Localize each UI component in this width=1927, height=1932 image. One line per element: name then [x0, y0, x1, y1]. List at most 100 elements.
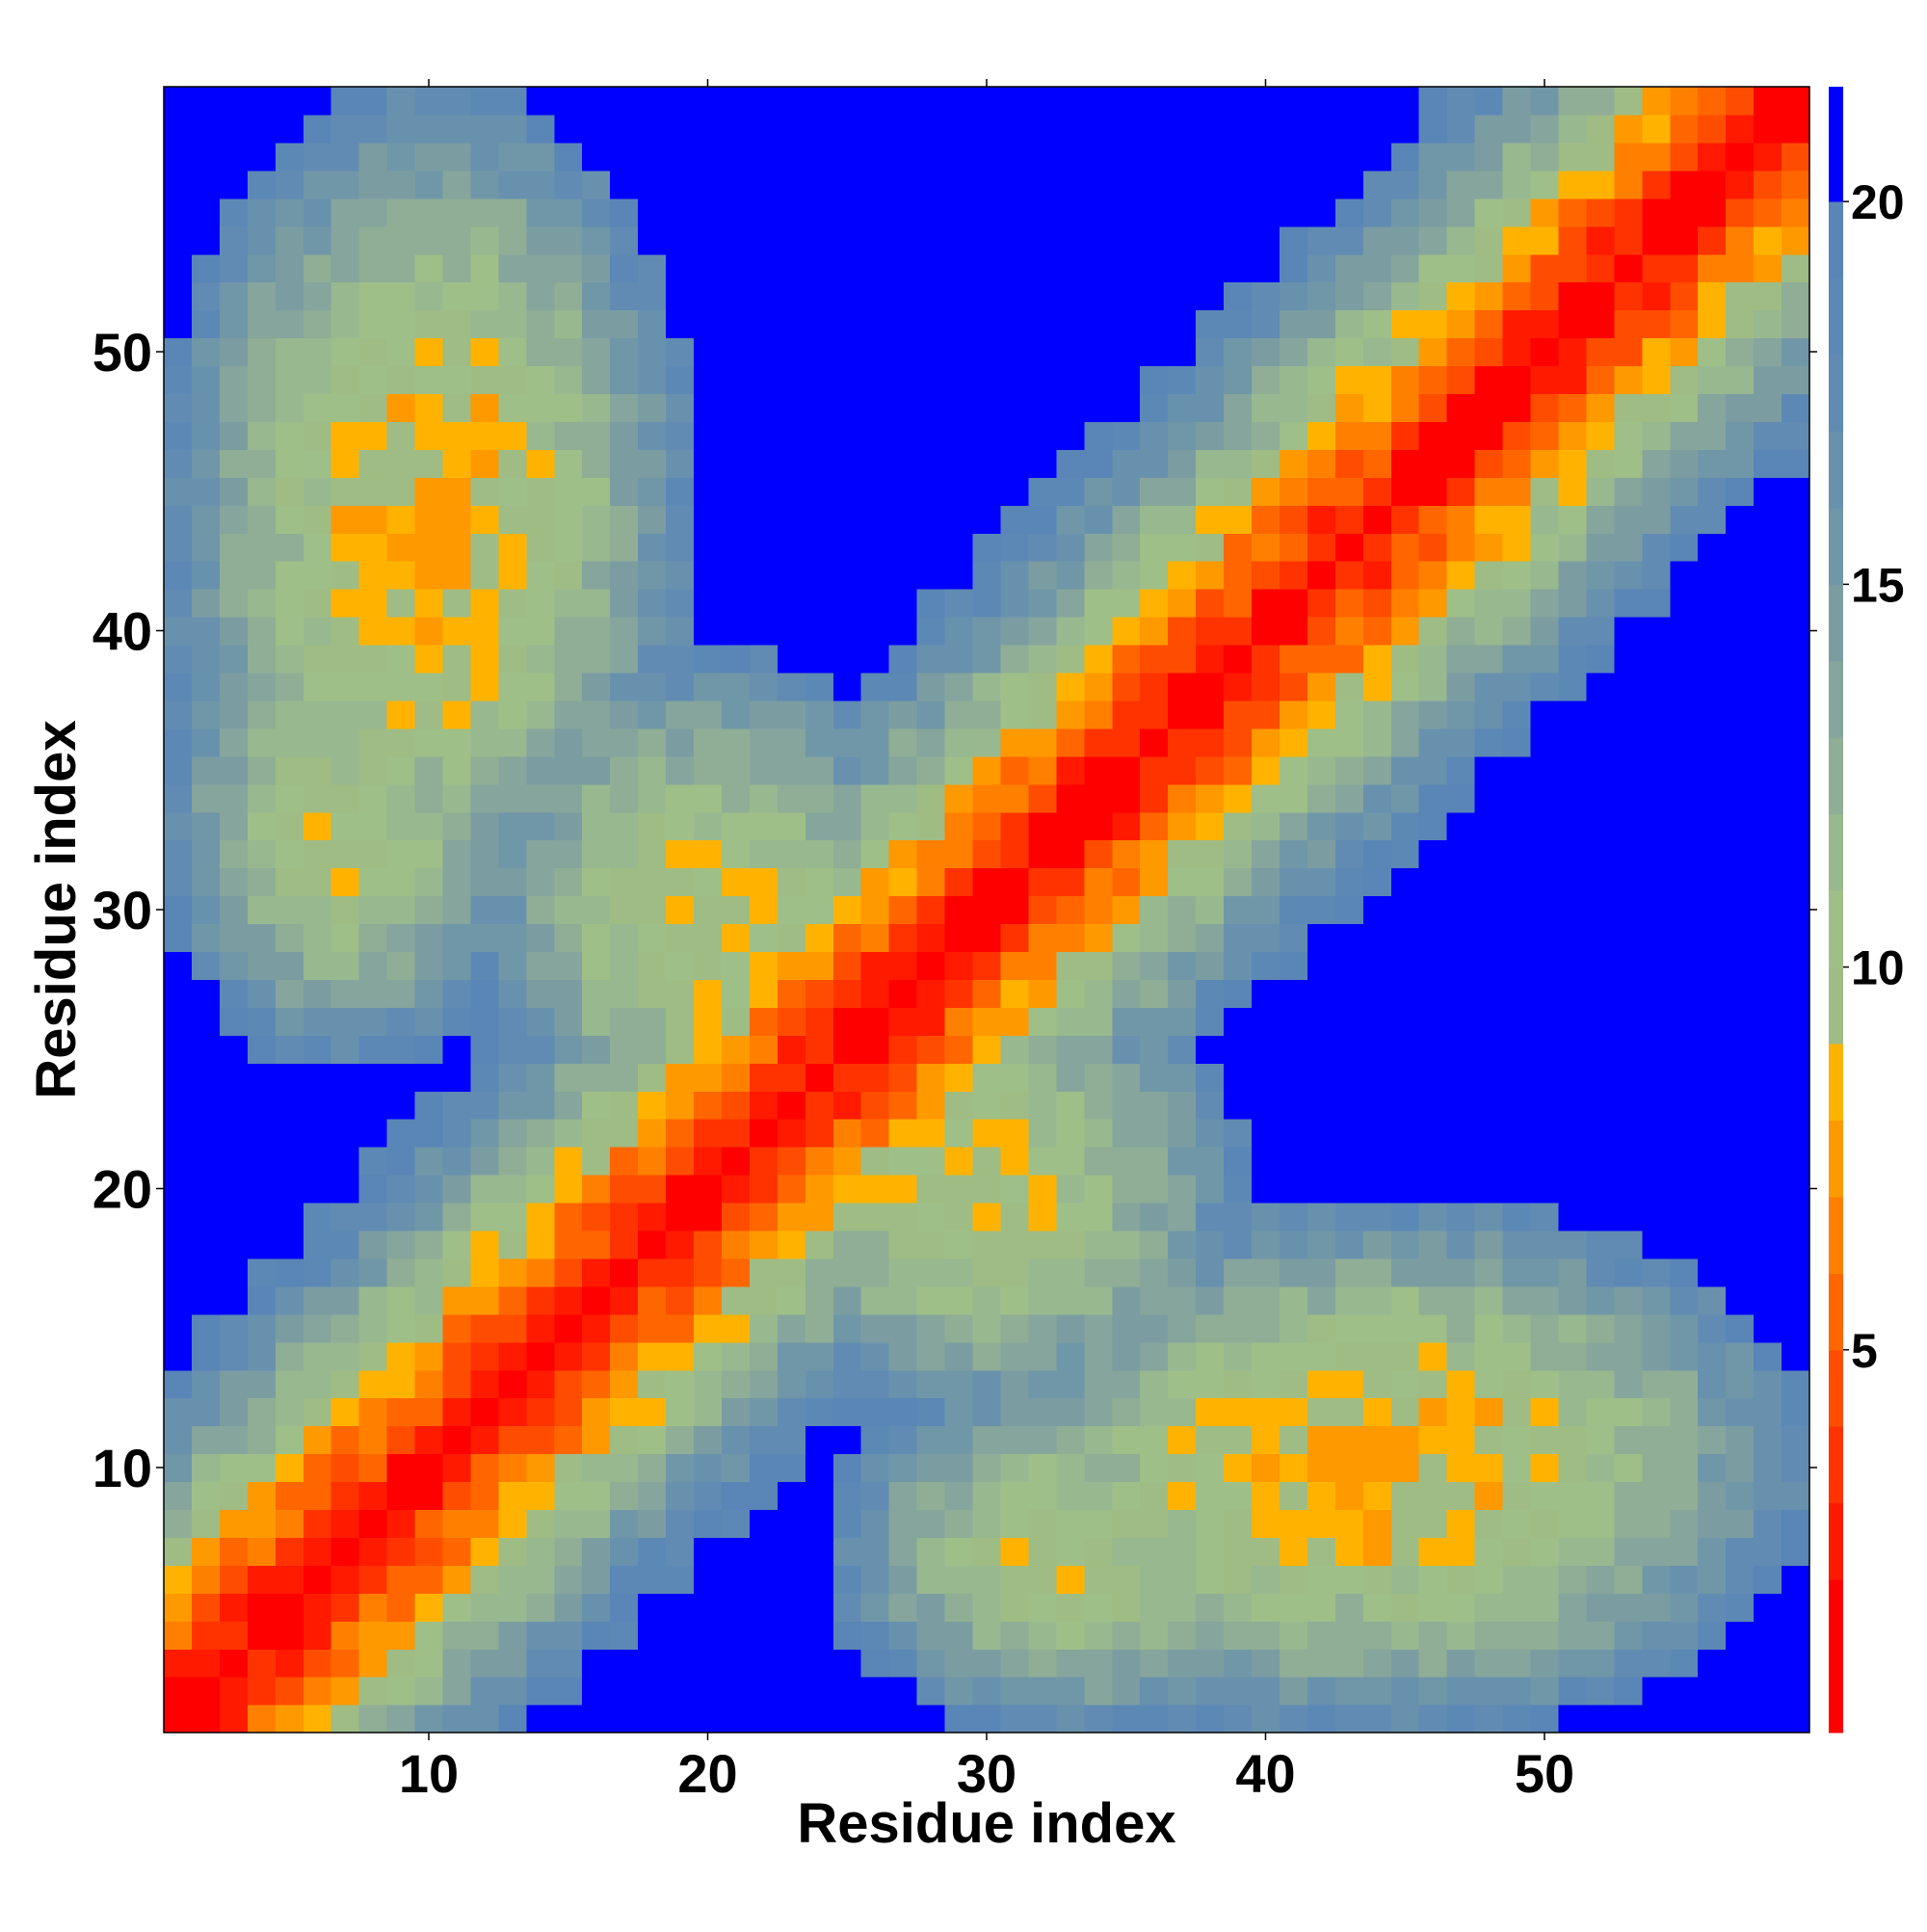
heatmap-cell	[1140, 979, 1169, 1008]
heatmap-cell	[916, 979, 946, 1008]
heatmap-cell	[888, 1007, 918, 1036]
heatmap-cell	[805, 1621, 834, 1650]
heatmap-cell	[1056, 1147, 1085, 1176]
heatmap-cell	[1782, 1453, 1810, 1483]
heatmap-cell	[1754, 253, 1782, 283]
heatmap-cell	[498, 1313, 527, 1343]
heatmap-cell	[694, 1147, 723, 1176]
heatmap-cell	[330, 1063, 360, 1092]
heatmap-cell	[1782, 1565, 1810, 1594]
heatmap-cell	[1390, 142, 1420, 172]
heatmap-cell	[1224, 142, 1253, 172]
heatmap-cell	[1000, 1649, 1030, 1678]
heatmap-cell	[1196, 1397, 1225, 1427]
heatmap-cell	[1726, 1537, 1755, 1566]
heatmap-cell	[1642, 589, 1671, 618]
heatmap-cell	[610, 1537, 639, 1566]
heatmap-cell	[860, 839, 890, 869]
heatmap-cell	[1196, 505, 1225, 534]
heatmap-cell	[554, 393, 583, 422]
heatmap-cell	[832, 253, 862, 283]
heatmap-cell	[1252, 477, 1280, 506]
heatmap-cell	[860, 589, 890, 618]
heatmap-cell	[749, 1313, 779, 1343]
heatmap-cell	[1754, 142, 1782, 172]
heatmap-cell	[666, 1677, 695, 1706]
heatmap-cell	[1028, 839, 1057, 869]
heatmap-cell	[1586, 811, 1615, 841]
heatmap-cell	[1642, 700, 1671, 729]
heatmap-cell	[1112, 1509, 1141, 1538]
heatmap-cell	[1028, 365, 1057, 395]
heatmap-cell	[554, 421, 583, 450]
heatmap-cell	[1334, 1147, 1364, 1176]
heatmap-cell	[1754, 449, 1782, 478]
heatmap-cell	[1279, 1313, 1308, 1343]
heatmap-cell	[1558, 1565, 1588, 1594]
heatmap-cell	[442, 1537, 472, 1566]
heatmap-cell	[164, 1397, 193, 1427]
heatmap-cell	[554, 505, 583, 534]
heatmap-cell	[303, 1175, 332, 1204]
heatmap-cell	[1334, 309, 1364, 339]
heatmap-cell	[582, 393, 611, 422]
heatmap-cell	[498, 1509, 527, 1538]
heatmap-cell	[526, 477, 555, 506]
heatmap-cell	[1279, 505, 1308, 534]
heatmap-cell	[275, 1035, 304, 1064]
heatmap-cell	[526, 1091, 555, 1120]
heatmap-cell	[414, 449, 444, 478]
heatmap-cell	[1754, 1649, 1782, 1678]
heatmap-cell	[1279, 198, 1308, 227]
heatmap-cell	[1726, 951, 1755, 980]
heatmap-cell	[1446, 1202, 1476, 1231]
heatmap-cell	[554, 1397, 583, 1427]
heatmap-cell	[191, 1035, 221, 1064]
heatmap-cell	[1670, 1035, 1699, 1064]
heatmap-cell	[1028, 1649, 1057, 1678]
heatmap-cell	[1642, 1285, 1671, 1315]
heatmap-cell	[498, 617, 527, 646]
heatmap-cell	[805, 1649, 834, 1678]
heatmap-cell	[1698, 337, 1727, 367]
heatmap-cell	[303, 1257, 332, 1287]
heatmap-cell	[1586, 393, 1615, 422]
heatmap-cell	[972, 114, 1002, 144]
heatmap-cell	[330, 1285, 360, 1315]
heatmap-cell	[610, 979, 639, 1008]
heatmap-cell	[1390, 561, 1420, 590]
heatmap-cell	[1670, 617, 1699, 646]
heatmap-cell	[164, 1175, 193, 1204]
heatmap-cell	[470, 309, 499, 339]
heatmap-cell	[1502, 1257, 1532, 1287]
heatmap-cell	[972, 1147, 1002, 1176]
heatmap-cell	[1418, 225, 1448, 255]
heatmap-cell	[832, 1091, 862, 1120]
heatmap-cell	[1252, 309, 1280, 339]
heatmap-cell	[1502, 533, 1532, 562]
heatmap-cell	[526, 114, 555, 144]
heatmap-cell	[470, 1313, 499, 1343]
heatmap-cell	[1446, 979, 1476, 1008]
heatmap-cell	[1279, 895, 1308, 925]
heatmap-cell	[1196, 1091, 1225, 1120]
heatmap-cell	[1140, 170, 1169, 199]
heatmap-cell	[1502, 1453, 1532, 1483]
heatmap-cell	[1474, 253, 1504, 283]
heatmap-cell	[777, 644, 806, 674]
heatmap-cell	[1502, 1621, 1532, 1650]
heatmap-cell	[164, 867, 193, 897]
heatmap-cell	[1614, 1425, 1643, 1455]
heatmap-cell	[777, 87, 806, 116]
heatmap-cell	[972, 1313, 1002, 1343]
heatmap-cell	[1782, 1257, 1810, 1287]
heatmap-cell	[247, 1119, 277, 1148]
heatmap-cell	[191, 393, 221, 422]
heatmap-cell	[191, 505, 221, 534]
heatmap-cell	[749, 253, 779, 283]
heatmap-cell	[1670, 923, 1699, 953]
heatmap-cell	[1726, 505, 1755, 534]
heatmap-cell	[1196, 142, 1225, 172]
heatmap-cell	[749, 783, 779, 813]
heatmap-cell	[386, 1341, 416, 1371]
